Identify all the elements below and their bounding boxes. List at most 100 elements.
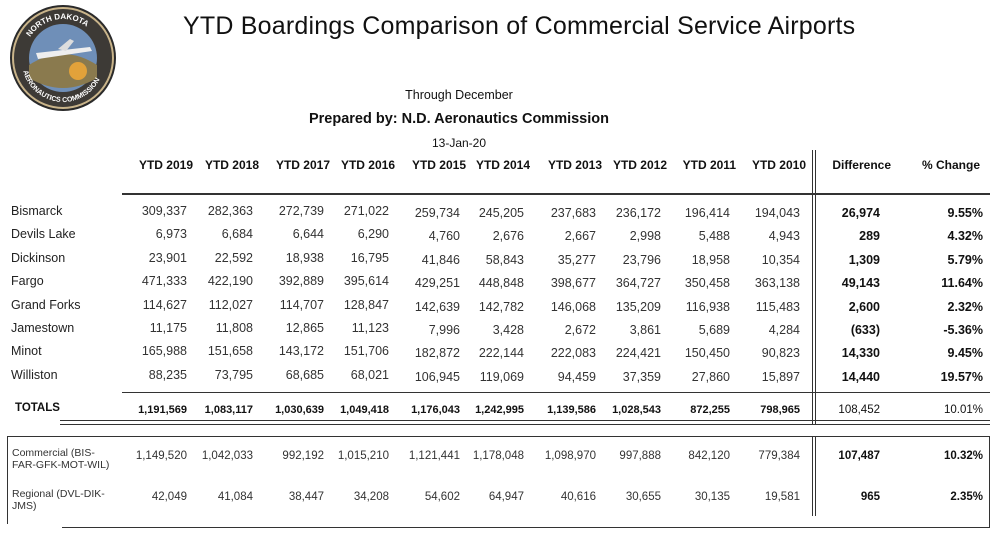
table-cell: 165,988: [141, 344, 187, 359]
table-cell: 3,428: [492, 323, 524, 337]
table-cell: 115,483: [755, 299, 800, 314]
change-cell: 4.32%: [947, 229, 983, 244]
table-cell: 364,727: [615, 276, 661, 291]
groups-left-rule: [7, 436, 8, 524]
airport-name: Jamestown: [11, 321, 75, 335]
table-cell: 309,337: [141, 204, 187, 218]
difference-cell: 14,330: [841, 346, 880, 361]
group-cell: 30,655: [625, 491, 661, 503]
table-cell: 106,945: [414, 369, 460, 384]
table-cell: 350,458: [684, 276, 730, 291]
table-cell: 15,897: [761, 369, 800, 384]
table-cell: 88,235: [148, 367, 187, 382]
column-header: YTD 2010: [751, 158, 806, 172]
table-cell: 471,333: [141, 274, 187, 289]
totals-cell: 1,176,043: [411, 404, 460, 416]
difference-cell: 289: [859, 229, 880, 244]
group-cell: 64,947: [488, 491, 524, 503]
group-cell: 30,135: [694, 491, 730, 503]
table-cell: 4,284: [768, 323, 800, 337]
totals-cell: 1,242,995: [475, 404, 524, 416]
table-cell: 143,172: [278, 344, 324, 359]
separator-3: [812, 436, 813, 516]
group-cell: 54,602: [424, 491, 460, 503]
table-cell: 395,614: [343, 274, 389, 289]
change-cell: 11.64%: [941, 276, 983, 291]
airport-name: Minot: [11, 344, 42, 359]
table-cell: 6,973: [155, 227, 187, 242]
table-cell: 2,667: [564, 229, 596, 244]
group-name-line1: Regional (DVL-DIK-: [12, 488, 105, 500]
table-cell: 222,144: [478, 346, 524, 361]
group-cell: 1,149,520: [135, 450, 187, 462]
table-cell: 23,796: [622, 252, 661, 267]
table-cell: 6,644: [292, 227, 324, 242]
table-cell: 6,290: [357, 227, 389, 242]
change-cell: 19.57%: [940, 369, 983, 384]
totals-cell: 1,083,117: [204, 404, 253, 416]
totals-cell: 1,191,569: [138, 404, 187, 416]
separator-1: [812, 150, 813, 425]
table-cell: 272,739: [278, 204, 324, 218]
column-header: YTD 2011: [682, 158, 736, 172]
table-cell: 7,996: [428, 323, 460, 337]
table-cell: 112,027: [208, 297, 253, 312]
group-cell: 38,447: [288, 491, 324, 503]
groups-top-rule: [7, 436, 990, 437]
table-cell: 237,683: [550, 206, 596, 220]
report-date: 13-Jan-20: [431, 136, 487, 150]
difference-cell: (633): [850, 323, 880, 337]
table-cell: 119,069: [479, 369, 524, 384]
table-cell: 114,627: [142, 297, 187, 312]
table-cell: 58,843: [485, 252, 524, 267]
airport-name: Bismarck: [11, 204, 63, 218]
table-cell: 224,421: [615, 346, 661, 361]
totals-cell: 798,965: [760, 404, 800, 416]
group-cell: 19,581: [764, 491, 800, 503]
header-rule: [122, 193, 990, 195]
table-cell: 35,277: [557, 252, 596, 267]
table-cell: 422,190: [207, 274, 253, 289]
totals-cell: 1,030,639: [275, 404, 324, 416]
separator-2: [815, 150, 816, 425]
table-cell: 236,172: [615, 206, 661, 220]
column-header: YTD 2013: [547, 158, 602, 172]
table-cell: 196,414: [684, 206, 730, 220]
table-cell: 114,707: [279, 297, 324, 312]
totals-cell: 872,255: [690, 404, 730, 416]
group-cell: 1,042,033: [201, 450, 253, 462]
totals-rule-1: [60, 420, 990, 421]
groups-right-rule: [989, 436, 990, 528]
column-header: YTD 2018: [204, 158, 259, 172]
group-difference: 965: [860, 491, 880, 503]
table-cell: 11,123: [351, 321, 389, 335]
group-cell: 997,888: [619, 450, 661, 462]
group-cell: 40,616: [560, 491, 596, 503]
table-cell: 2,672: [564, 323, 596, 337]
group-change: 2.35%: [950, 491, 983, 503]
table-cell: 68,685: [285, 367, 324, 382]
prepared-by: Prepared by: N.D. Aeronautics Commission: [308, 111, 609, 127]
column-header: YTD 2015: [411, 158, 466, 172]
table-cell: 282,363: [207, 204, 253, 218]
table-cell: 363,138: [754, 276, 800, 291]
group-cell: 41,084: [217, 491, 253, 503]
group-cell: 1,098,970: [544, 450, 596, 462]
change-cell: 9.45%: [947, 346, 983, 361]
table-cell: 3,861: [629, 323, 661, 337]
group-cell: 1,178,048: [472, 450, 524, 462]
table-cell: 16,795: [350, 250, 389, 265]
separator-4: [815, 436, 816, 516]
table-cell: 116,938: [685, 299, 730, 314]
table-cell: 37,359: [622, 369, 661, 384]
table-cell: 10,354: [761, 252, 800, 267]
table-cell: 41,846: [421, 252, 460, 267]
table-cell: 222,083: [550, 346, 596, 361]
group-difference: 107,487: [838, 450, 880, 462]
rows-bottom-rule: [122, 392, 990, 393]
column-header: YTD 2017: [275, 158, 330, 172]
group-cell: 842,120: [688, 450, 730, 462]
group-cell: 779,384: [758, 450, 800, 462]
airport-name: Dickinson: [11, 250, 66, 265]
difference-cell: 14,440: [841, 369, 880, 384]
